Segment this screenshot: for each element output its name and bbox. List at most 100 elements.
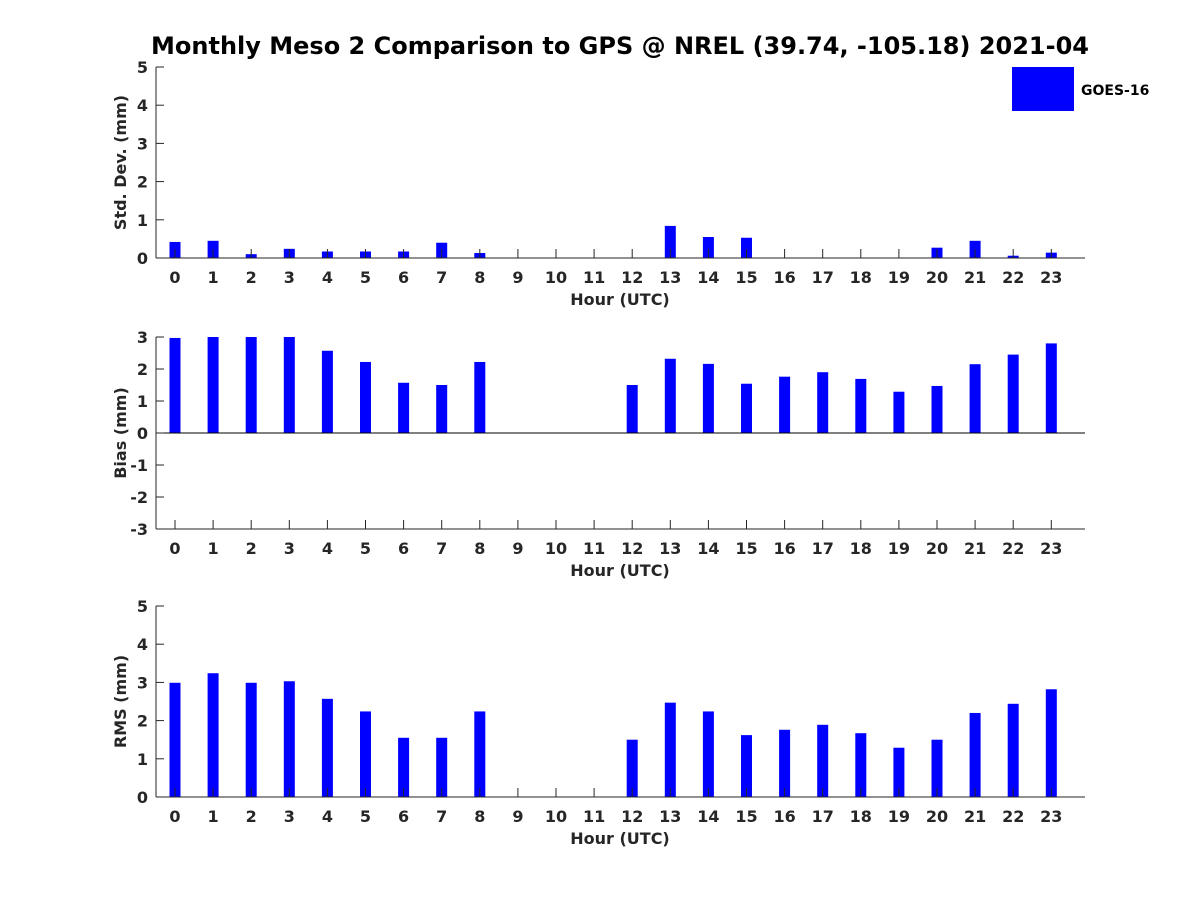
x-tick-label: 11 [583,539,605,558]
x-tick-label: 7 [436,268,447,287]
x-tick-label: 16 [773,807,795,826]
x-tick-label: 16 [773,539,795,558]
bar-hour-4 [321,698,333,797]
bar-hour-23 [1045,689,1057,797]
x-tick-label: 9 [512,539,523,558]
bar-hour-2 [245,337,257,433]
x-tick-label: 16 [773,268,795,287]
bar-hour-8 [474,711,486,797]
x-tick-label: 23 [1040,268,1062,287]
bar-hour-18 [855,733,867,797]
bar-hour-13 [664,225,676,258]
bar-hour-20 [931,739,943,797]
x-tick-label: 10 [545,807,567,826]
x-tick-label: 14 [697,268,719,287]
y-tick-label: 3 [137,134,148,153]
bar-hour-12 [626,739,638,797]
bar-hour-22 [1007,703,1019,797]
x-tick-label: 15 [735,807,757,826]
y-tick-label: 2 [137,712,148,731]
y-tick-label: 2 [137,173,148,192]
bar-hour-1 [207,673,219,797]
x-tick-label: 4 [322,268,333,287]
bar-hour-5 [360,361,371,433]
x-tick-label: 5 [360,807,371,826]
x-tick-label: 19 [888,268,910,287]
x-tick-label: 8 [474,807,485,826]
bar-hour-5 [360,711,371,797]
bar-hour-17 [817,372,829,433]
bar-hour-21 [969,364,981,433]
x-tick-label: 20 [926,807,948,826]
x-tick-label: 22 [1002,807,1024,826]
y-tick-label: 0 [137,424,148,443]
bar-hour-21 [969,712,981,797]
x-tick-label: 9 [512,807,523,826]
y-tick-label: 5 [137,597,148,616]
legend-label: GOES-16 [1081,83,1149,99]
x-tick-label: 5 [360,268,371,287]
x-tick-label: 1 [208,268,219,287]
y-tick-label: -1 [130,456,148,475]
y-tick-label: -2 [130,488,148,507]
y-tick-label: 5 [137,58,148,77]
x-tick-label: 10 [545,539,567,558]
x-tick-label: 0 [169,807,180,826]
y-tick-label: -3 [130,520,148,539]
bar-hour-7 [436,385,448,433]
x-tick-label: 1 [208,807,219,826]
x-tick-label: 8 [474,539,485,558]
y-tick-label: 1 [137,392,148,411]
x-tick-label: 13 [659,807,681,826]
bar-hour-16 [779,729,791,797]
x-tick-label: 13 [659,539,681,558]
bar-hour-6 [398,382,410,433]
x-tick-label: 18 [850,268,872,287]
x-tick-label: 22 [1002,268,1024,287]
x-tick-label: 12 [621,268,643,287]
x-tick-label: 3 [284,268,295,287]
x-tick-label: 2 [246,268,257,287]
y-tick-label: 2 [137,360,148,379]
bar-hour-3 [283,337,295,433]
bar-hour-14 [702,711,714,797]
x-axis-label: Hour (UTC) [570,829,670,848]
x-tick-label: 14 [697,807,719,826]
y-tick-label: 3 [137,328,148,347]
bar-hour-15 [741,383,752,433]
chart-title: Monthly Meso 2 Comparison to GPS @ NREL … [151,32,1089,60]
bar-hour-13 [664,358,676,433]
y-tick-label: 0 [137,249,148,268]
x-tick-label: 2 [246,807,257,826]
y-tick-label: 4 [137,635,148,654]
bar-hour-0 [169,337,181,433]
x-tick-label: 15 [735,268,757,287]
legend-swatch [1012,67,1074,111]
x-tick-label: 19 [888,807,910,826]
bar-hour-18 [855,378,867,433]
bar-hour-6 [398,737,410,797]
x-tick-label: 7 [436,807,447,826]
x-axis-label: Hour (UTC) [570,561,670,580]
x-tick-label: 7 [436,539,447,558]
x-tick-label: 18 [850,539,872,558]
x-tick-label: 21 [964,807,986,826]
bar-hour-4 [321,350,333,433]
bar-hour-1 [207,337,219,433]
y-axis-label: Std. Dev. (mm) [111,95,130,230]
x-tick-label: 1 [208,539,219,558]
x-tick-label: 21 [964,268,986,287]
x-tick-label: 20 [926,268,948,287]
y-tick-label: 1 [137,211,148,230]
x-tick-label: 11 [583,268,605,287]
x-tick-label: 12 [621,807,643,826]
x-tick-label: 23 [1040,807,1062,826]
x-tick-label: 9 [512,268,523,287]
bar-hour-19 [893,747,905,797]
x-tick-label: 21 [964,539,986,558]
x-tick-label: 14 [697,539,719,558]
bar-hour-22 [1007,354,1019,433]
